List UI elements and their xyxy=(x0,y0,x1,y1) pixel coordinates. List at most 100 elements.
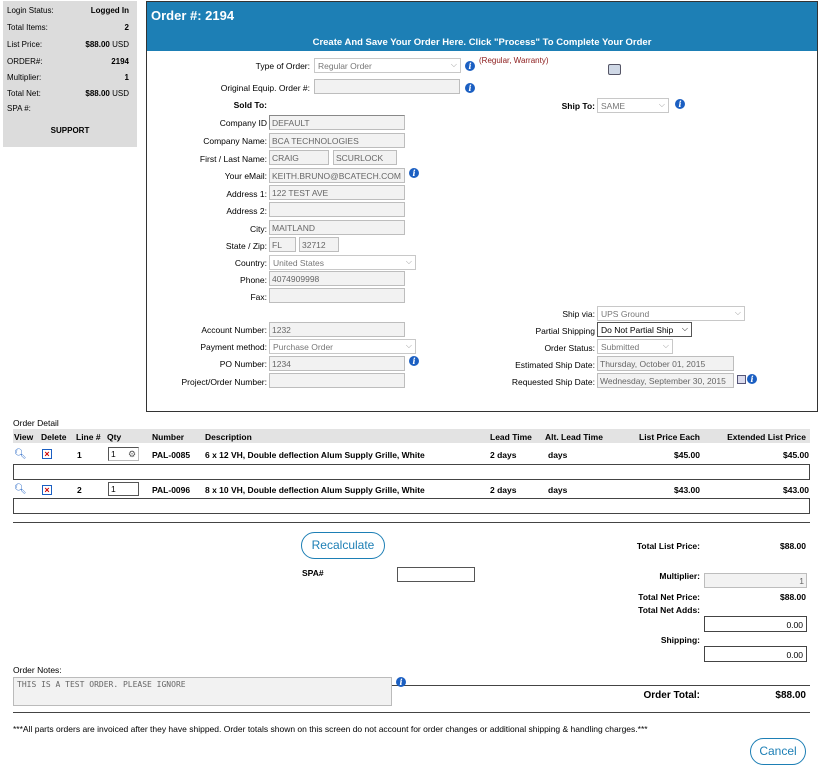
row1-number: PAL-0085 xyxy=(152,450,191,460)
address1-label: Address 1: xyxy=(226,189,267,199)
payment-select[interactable]: Purchase Order ⌵ xyxy=(269,339,416,354)
row2-ext-list: $43.00 xyxy=(783,485,809,495)
zip-input[interactable]: 32712 xyxy=(299,237,339,252)
divider xyxy=(13,522,810,523)
chevron-down-icon: ⌵ xyxy=(734,308,741,317)
orig-equip-input[interactable] xyxy=(314,79,460,94)
first-name-input[interactable]: CRAIG xyxy=(269,150,329,165)
req-ship-input[interactable]: Wednesday, September 30, 2015 xyxy=(597,373,734,388)
total-list-value: $88.00 xyxy=(780,541,806,551)
country-select[interactable]: United States ⌵ xyxy=(269,255,416,270)
net-adds-label: Total Net Adds: xyxy=(638,605,700,615)
net-adds-input[interactable]: 0.00 xyxy=(704,616,807,632)
est-ship-label: Estimated Ship Date: xyxy=(515,360,595,370)
recalculate-button[interactable]: Recalculate xyxy=(301,532,385,559)
disclaimer: ***All parts orders are invoiced after t… xyxy=(13,724,648,734)
order-detail-title: Order Detail xyxy=(13,418,59,428)
info-icon[interactable]: i xyxy=(747,374,757,384)
partial-shipping-label: Partial Shipping xyxy=(535,326,595,336)
est-ship-input[interactable]: Thursday, October 01, 2015 xyxy=(597,356,734,371)
row2-qty-input[interactable]: 1 xyxy=(108,482,139,496)
type-hint: (Regular, Warranty) xyxy=(479,56,549,65)
row2-notes-box[interactable] xyxy=(13,498,810,514)
delete-icon[interactable]: × xyxy=(42,449,52,459)
multiplier-label: Multiplier: xyxy=(659,571,700,581)
city-input[interactable]: MAITLAND xyxy=(269,220,405,235)
col-lead: Lead Time xyxy=(490,432,532,442)
info-icon[interactable]: i xyxy=(409,168,419,178)
shipping-input[interactable]: 0.00 xyxy=(704,646,807,662)
row1-qty-input[interactable]: 1 xyxy=(108,447,139,461)
company-name-label: Company Name: xyxy=(203,136,267,146)
order-status-label: Order Status: xyxy=(544,343,595,353)
address2-input[interactable] xyxy=(269,202,405,217)
row2-number: PAL-0096 xyxy=(152,485,191,495)
account-input[interactable]: 1232 xyxy=(269,322,405,337)
total-list-label: Total List Price: xyxy=(636,541,700,551)
view-search-icon[interactable]: 🔍︎ xyxy=(14,449,27,460)
delete-icon[interactable]: × xyxy=(42,485,52,495)
address2-label: Address 2: xyxy=(226,206,267,216)
view-search-icon[interactable]: 🔍︎ xyxy=(14,484,27,495)
company-name-input[interactable]: BCA TECHNOLOGIES xyxy=(269,133,405,148)
state-input[interactable]: FL xyxy=(269,237,296,252)
spa-label: SPA# xyxy=(302,568,324,578)
col-qty: Qty xyxy=(107,432,122,442)
city-label: City: xyxy=(250,224,267,234)
row1-notes-box[interactable] xyxy=(13,464,810,480)
orig-equip-label: Original Equip. Order #: xyxy=(220,83,310,93)
calendar-icon[interactable] xyxy=(737,375,746,384)
col-line: Line # xyxy=(76,432,101,442)
chevron-down-icon: ⌵ xyxy=(662,341,669,350)
col-list-each: List Price Each xyxy=(639,432,700,442)
info-icon[interactable]: i xyxy=(465,83,475,93)
row1-alt-lead: days xyxy=(548,450,568,460)
row2-line: 2 xyxy=(77,485,82,495)
email-label: Your eMail: xyxy=(224,171,267,181)
add-option-icon[interactable]: ⚙ xyxy=(128,449,137,459)
req-ship-label: Requested Ship Date: xyxy=(511,377,595,387)
col-alt-lead: Alt. Lead Time xyxy=(545,432,603,442)
last-name-input[interactable]: SCURLOCK xyxy=(333,150,397,165)
row2-list-each: $43.00 xyxy=(674,485,700,495)
total-net-value: $88.00 xyxy=(780,592,806,602)
project-input[interactable] xyxy=(269,373,405,388)
row2-description: 8 x 10 VH, Double deflection Alum Supply… xyxy=(205,485,425,495)
order-detail-header-bar xyxy=(13,429,810,443)
row1-ext-list: $45.00 xyxy=(783,450,809,460)
row2-lead: 2 days xyxy=(490,485,517,495)
type-of-order-select[interactable]: Regular Order ⌵ xyxy=(314,58,461,73)
address1-input[interactable]: 122 TEST AVE xyxy=(269,185,405,200)
order-status-select[interactable]: Submitted ⌵ xyxy=(597,339,673,354)
order-total-label: Order Total: xyxy=(643,690,700,701)
info-icon[interactable]: i xyxy=(396,677,406,687)
sold-to-label: Sold To: xyxy=(233,100,267,110)
ship-via-select[interactable]: UPS Ground ⌵ xyxy=(597,306,745,321)
order-total-value: $88.00 xyxy=(775,690,806,701)
payment-label: Payment method: xyxy=(200,342,267,352)
row1-line: 1 xyxy=(77,450,82,460)
info-icon[interactable]: i xyxy=(465,61,475,71)
partial-shipping-select[interactable]: Do Not Partial Ship ⌵ xyxy=(597,322,692,337)
order-panel xyxy=(146,1,818,412)
support-link[interactable]: SUPPORT xyxy=(50,126,90,135)
info-icon[interactable]: i xyxy=(675,99,685,109)
chevron-down-icon: ⌵ xyxy=(405,257,412,266)
phone-input[interactable]: 4074909998 xyxy=(269,271,405,286)
status-panel: Login Status: Logged In Total Items: 2 Lis… xyxy=(3,1,137,147)
row1-lead: 2 days xyxy=(490,450,517,460)
ship-via-label: Ship via: xyxy=(562,309,595,319)
cancel-button[interactable]: Cancel xyxy=(750,738,806,765)
row1-list-each: $45.00 xyxy=(674,450,700,460)
email-input[interactable]: KEITH.BRUNO@BCATECH.COM xyxy=(269,168,405,183)
po-input[interactable]: 1234 xyxy=(269,356,405,371)
company-id-input[interactable]: DEFAULT xyxy=(269,115,405,130)
spa-input[interactable] xyxy=(397,567,475,582)
info-icon[interactable]: i xyxy=(409,356,419,366)
ship-to-select[interactable]: SAME ⌵ xyxy=(597,98,669,113)
fax-input[interactable] xyxy=(269,288,405,303)
multiplier-input[interactable]: 1 xyxy=(704,573,807,588)
print-icon[interactable] xyxy=(608,64,621,75)
order-notes-textarea[interactable]: THIS IS A TEST ORDER. PLEASE IGNORE xyxy=(13,677,392,706)
order-subtitle: Create And Save Your Order Here. Click "… xyxy=(312,37,652,48)
